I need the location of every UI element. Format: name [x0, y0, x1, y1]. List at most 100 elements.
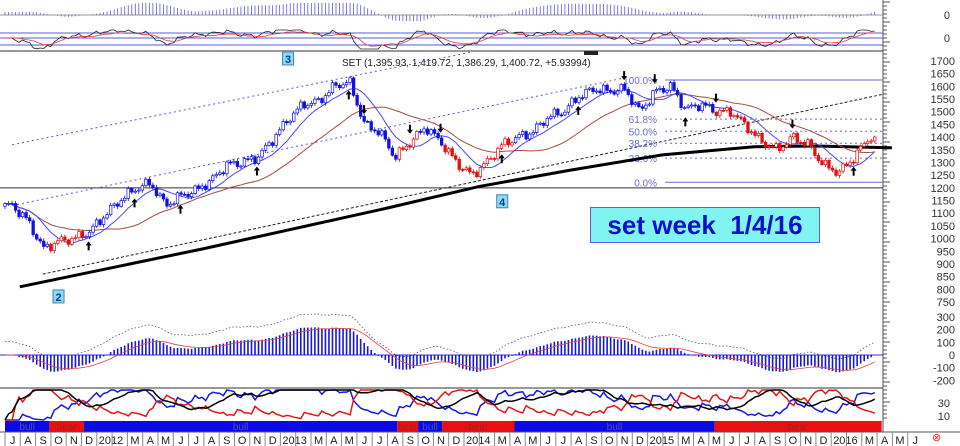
candle-body [123, 197, 127, 202]
candle-body [866, 141, 870, 144]
candlestick [197, 183, 201, 191]
candle-body [369, 121, 373, 131]
candlestick [320, 96, 324, 106]
candlestick [228, 159, 233, 165]
candle-body [288, 120, 292, 124]
candle-body [855, 149, 859, 164]
arrow-up-icon [850, 166, 857, 176]
candlestick [334, 81, 338, 89]
candle-body [760, 133, 764, 143]
candle-body [633, 102, 637, 105]
candlestick [91, 223, 95, 235]
candle-body [27, 217, 32, 222]
fib-level-label: 100.0% [623, 76, 657, 87]
candle-body [563, 111, 567, 116]
candle-body [133, 190, 137, 193]
trendline [42, 93, 885, 275]
candle-body [422, 128, 426, 133]
candlestick [573, 96, 578, 105]
month-axis-label: S [223, 435, 230, 446]
month-axis-label: D [636, 435, 644, 446]
candle-body [281, 121, 285, 131]
month-axis-label: J [561, 435, 567, 446]
candlestick [401, 145, 405, 152]
month-axis-label: A [697, 435, 705, 446]
candle-body [647, 103, 652, 106]
trend-band-bear [442, 421, 515, 432]
candle-body [351, 77, 356, 96]
candlestick [98, 218, 102, 227]
candlestick [499, 141, 504, 151]
di-plus-line [5, 389, 876, 421]
candlestick [429, 128, 433, 137]
candlestick [232, 158, 236, 165]
candle-body [450, 148, 454, 157]
candlestick [535, 121, 539, 135]
candlestick [355, 92, 359, 108]
candle-body [496, 148, 500, 160]
month-axis-label: A [575, 435, 583, 446]
candlestick [186, 191, 190, 200]
price-axis-label: 1500 [931, 107, 955, 119]
candle-body [330, 82, 335, 94]
candle-body [105, 214, 109, 219]
price-axis-label: 1600 [931, 81, 955, 93]
candle-body [520, 131, 525, 135]
candle-body [267, 142, 271, 146]
candle-body [679, 94, 683, 108]
trend-band-label: bear [398, 422, 419, 433]
candle-body [116, 203, 120, 207]
candlestick [17, 208, 21, 220]
candle-body [35, 234, 39, 240]
candle-body [580, 97, 585, 100]
candle-body [552, 108, 556, 118]
candle-body [249, 156, 254, 160]
price-axis-label: 1450 [931, 119, 955, 131]
candle-body [52, 243, 56, 251]
candlestick [239, 164, 243, 170]
candlestick [101, 215, 106, 228]
close-icon[interactable]: ⊗ [932, 432, 942, 444]
candlestick [418, 128, 423, 135]
arrow-up-icon [575, 105, 582, 115]
chart-annotation: set week 1/4/16 [590, 207, 820, 243]
candlestick [450, 146, 454, 158]
candle-body [256, 156, 261, 164]
candlestick [281, 118, 285, 132]
candle-body [461, 169, 465, 171]
month-axis-label: N [70, 435, 78, 446]
candlestick [373, 127, 377, 134]
candle-body [49, 243, 53, 251]
candlestick [348, 75, 352, 86]
candlestick [753, 129, 757, 139]
price-axis-label: 1300 [931, 157, 955, 169]
candlestick [774, 141, 778, 150]
candlestick [859, 144, 863, 152]
candlestick [633, 101, 637, 107]
candle-body [605, 84, 609, 91]
candlestick [496, 146, 500, 162]
candle-body [228, 161, 233, 164]
candlestick [661, 85, 666, 94]
wave-label: 2 [55, 292, 61, 304]
candlestick [851, 159, 856, 166]
month-axis-label: J [377, 435, 383, 446]
candle-body [179, 192, 183, 195]
candle-body [654, 89, 659, 92]
candlestick [263, 142, 268, 153]
candle-body [721, 109, 725, 112]
candle-body [3, 203, 7, 207]
candlestick [161, 192, 166, 202]
candlestick [524, 130, 528, 141]
candlestick [517, 131, 521, 141]
price-axis-label: 1250 [931, 170, 955, 182]
candlestick [383, 129, 387, 142]
candlestick [292, 110, 296, 123]
candle-body [672, 82, 676, 91]
month-axis-label: J [913, 435, 919, 446]
candle-body [98, 219, 102, 225]
candle-body [626, 89, 630, 95]
candle-body [612, 91, 616, 95]
price-axis-label: 1000 [931, 234, 955, 246]
candlestick [682, 106, 687, 110]
